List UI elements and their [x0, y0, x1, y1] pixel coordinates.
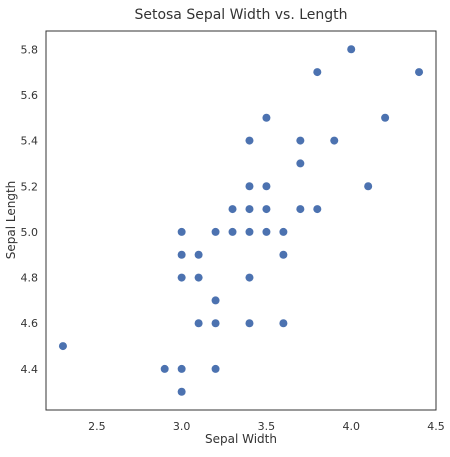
data-point	[177, 387, 186, 396]
data-point	[313, 68, 322, 77]
data-points	[58, 45, 424, 396]
data-point	[194, 250, 203, 259]
y-tick-label: 4.8	[21, 272, 39, 285]
data-point	[211, 296, 220, 305]
y-tick-label: 5.6	[21, 89, 39, 102]
data-point	[296, 205, 305, 214]
data-point	[228, 205, 237, 214]
data-point	[381, 113, 390, 122]
y-axis-label: Sepal Length	[4, 181, 18, 260]
data-point	[279, 250, 288, 259]
x-axis-label: Sepal Width	[205, 432, 277, 446]
y-tick-label: 5.8	[21, 43, 39, 56]
data-point	[262, 205, 271, 214]
data-point	[262, 182, 271, 191]
axis-ticks: 2.5 3.0 3.5 4.0 4.5 4.4 4.6 4.8 5.0 5.2 5.4 5.6 5.8	[21, 43, 445, 433]
y-tick-label: 4.6	[21, 317, 39, 330]
x-tick-label: 3.5	[258, 420, 276, 433]
data-point	[211, 227, 220, 236]
data-point	[245, 273, 254, 282]
data-point	[262, 227, 271, 236]
data-point	[160, 364, 169, 373]
data-point	[177, 364, 186, 373]
data-point	[245, 227, 254, 236]
data-point	[364, 182, 373, 191]
y-tick-label: 4.4	[21, 363, 39, 376]
data-point	[347, 45, 356, 54]
data-point	[211, 364, 220, 373]
data-point	[194, 319, 203, 328]
data-point	[177, 273, 186, 282]
data-point	[262, 113, 271, 122]
data-point	[177, 250, 186, 259]
data-point	[245, 182, 254, 191]
data-point	[177, 227, 186, 236]
data-point	[245, 319, 254, 328]
chart-title: Setosa Sepal Width vs. Length	[134, 7, 347, 23]
data-point	[296, 159, 305, 168]
data-point	[194, 273, 203, 282]
data-point	[313, 205, 322, 214]
data-point	[279, 227, 288, 236]
y-tick-label: 5.2	[21, 180, 39, 193]
data-point	[279, 319, 288, 328]
data-point	[415, 68, 424, 77]
x-tick-label: 2.5	[88, 420, 106, 433]
data-point	[330, 136, 339, 145]
data-point	[296, 136, 305, 145]
data-point	[245, 205, 254, 214]
data-point	[228, 227, 237, 236]
data-point	[58, 342, 67, 351]
plot-frame	[45, 30, 437, 411]
y-tick-label: 5.4	[21, 135, 39, 148]
x-tick-label: 4.0	[342, 420, 360, 433]
data-point	[211, 319, 220, 328]
x-tick-label: 4.5	[427, 420, 445, 433]
y-tick-label: 5.0	[21, 226, 39, 239]
x-tick-label: 3.0	[173, 420, 191, 433]
data-point	[245, 136, 254, 145]
